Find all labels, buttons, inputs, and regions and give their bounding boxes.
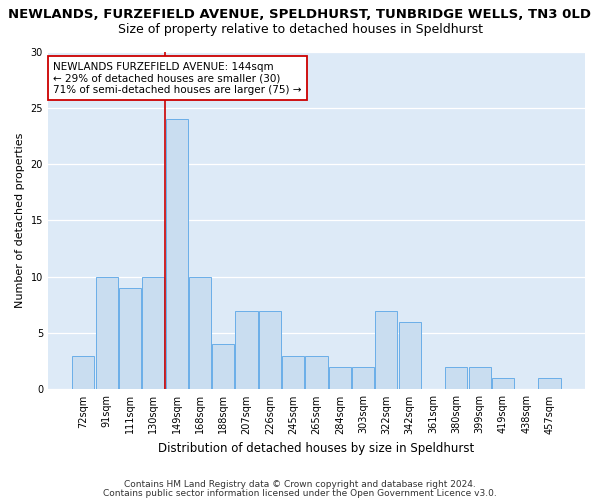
Text: NEWLANDS FURZEFIELD AVENUE: 144sqm
← 29% of detached houses are smaller (30)
71%: NEWLANDS FURZEFIELD AVENUE: 144sqm ← 29%… bbox=[53, 62, 302, 95]
X-axis label: Distribution of detached houses by size in Speldhurst: Distribution of detached houses by size … bbox=[158, 442, 475, 455]
Bar bbox=[212, 344, 235, 390]
Bar bbox=[329, 367, 351, 390]
Bar bbox=[189, 277, 211, 390]
Bar bbox=[282, 356, 304, 390]
Bar bbox=[305, 356, 328, 390]
Bar bbox=[259, 310, 281, 390]
Bar bbox=[166, 119, 188, 390]
Bar bbox=[469, 367, 491, 390]
Y-axis label: Number of detached properties: Number of detached properties bbox=[15, 133, 25, 308]
Text: NEWLANDS, FURZEFIELD AVENUE, SPELDHURST, TUNBRIDGE WELLS, TN3 0LD: NEWLANDS, FURZEFIELD AVENUE, SPELDHURST,… bbox=[8, 8, 592, 20]
Bar bbox=[376, 310, 397, 390]
Text: Contains public sector information licensed under the Open Government Licence v3: Contains public sector information licen… bbox=[103, 489, 497, 498]
Bar bbox=[73, 356, 94, 390]
Bar bbox=[538, 378, 560, 390]
Bar bbox=[142, 277, 164, 390]
Bar bbox=[398, 322, 421, 390]
Text: Contains HM Land Registry data © Crown copyright and database right 2024.: Contains HM Land Registry data © Crown c… bbox=[124, 480, 476, 489]
Bar bbox=[119, 288, 141, 390]
Bar bbox=[352, 367, 374, 390]
Bar bbox=[492, 378, 514, 390]
Bar bbox=[95, 277, 118, 390]
Bar bbox=[235, 310, 257, 390]
Text: Size of property relative to detached houses in Speldhurst: Size of property relative to detached ho… bbox=[118, 22, 482, 36]
Bar bbox=[445, 367, 467, 390]
